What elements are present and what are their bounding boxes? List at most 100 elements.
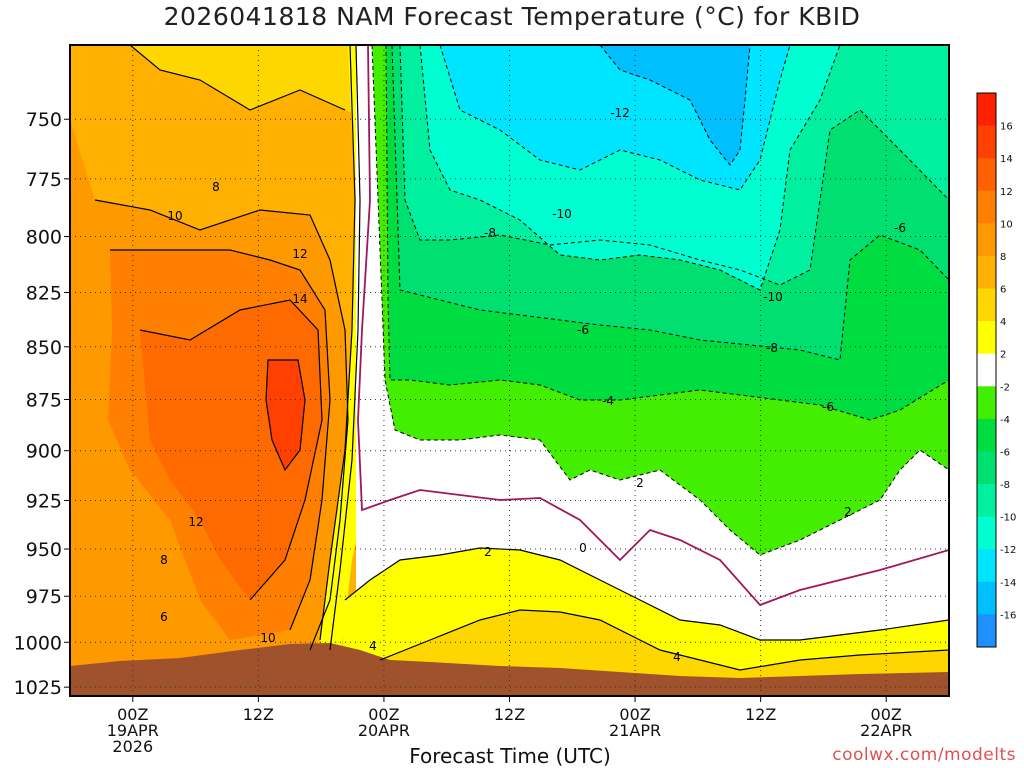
contour-front-1 <box>319 45 356 641</box>
colorbar-swatch <box>977 516 996 550</box>
contour-neg10 <box>419 45 841 291</box>
x-tick-label: 00Z <box>871 705 902 724</box>
contour-label: 8 <box>212 180 220 194</box>
contour-label: -10 <box>763 290 783 304</box>
contour-label: -10 <box>552 207 572 221</box>
x-tick-label: 2026 <box>112 737 153 756</box>
x-tick-label: 12Z <box>494 705 525 724</box>
y-tick-label: 800 <box>26 227 62 249</box>
contour-label: -12 <box>610 106 630 120</box>
chart-title: 2026041818 NAM Forecast Temperature (°C)… <box>163 2 861 31</box>
y-tick-label: 925 <box>26 491 62 513</box>
x-axis-label: Forecast Time (UTC) <box>409 744 611 768</box>
colorbar-swatch <box>977 158 996 192</box>
colorbar-swatch <box>977 353 996 387</box>
contour-label: -6 <box>822 400 834 414</box>
temperature-fill <box>70 45 949 696</box>
x-tick-label: 21APR <box>609 721 661 740</box>
x-tick-label: 12Z <box>745 705 776 724</box>
y-tick-label: 850 <box>26 337 62 359</box>
contour-label: 2 <box>484 545 492 559</box>
colorbar-swatch <box>977 321 996 355</box>
contour-neg12 <box>439 45 791 191</box>
contour-2 <box>344 547 949 641</box>
colorbar-swatch <box>977 223 996 257</box>
colorbar-label: 8 <box>1000 252 1006 263</box>
colorbar-label: -2 <box>1000 382 1010 393</box>
contour-warm-1 <box>94 199 349 651</box>
colorbar-swatch <box>977 386 996 420</box>
colorbar-swatch <box>977 581 996 615</box>
colorbar-swatch <box>977 418 996 452</box>
x-tick-label: 00Z <box>368 705 399 724</box>
contour-label: -8 <box>766 341 778 355</box>
y-tick-label: 775 <box>26 169 62 191</box>
contour-label: 14 <box>292 292 307 306</box>
contour-4 <box>379 609 949 671</box>
y-tick-label: 1025 <box>14 677 62 699</box>
contour-warm-4 <box>265 359 306 472</box>
y-tick-label: 950 <box>26 539 62 561</box>
colorbar-label: 16 <box>1000 122 1013 133</box>
contour-neg2 <box>371 45 949 556</box>
contour-label: 2 <box>844 505 852 519</box>
contour-label: 12 <box>188 515 203 529</box>
contour-label: 10 <box>167 209 182 223</box>
colorbar-label: -4 <box>1000 415 1010 426</box>
colorbar-swatch <box>977 549 996 583</box>
colorbar-swatch <box>977 190 996 224</box>
y-tick-label: 975 <box>26 586 62 608</box>
colorbar-swatch <box>977 484 996 518</box>
x-tick-label: 20APR <box>358 721 410 740</box>
colorbar-swatch <box>977 288 996 322</box>
y-tick-label: 825 <box>26 283 62 305</box>
contour-label: 2 <box>636 476 644 490</box>
contour-label: 12 <box>292 247 307 261</box>
x-tick-label: 12Z <box>243 705 274 724</box>
colorbar-label: -14 <box>1000 578 1016 589</box>
contour-neg4 <box>385 45 949 421</box>
x-tick-label: 19APR <box>107 721 159 740</box>
contour-label: 10 <box>260 631 275 645</box>
contour-front-2 <box>329 45 361 651</box>
contour-labels: 8 10 12 14 12 10 8 6 4 -12 -10 -10 -8 -8 -6 -6 -6 -4 2 2 2 0 4 <box>160 106 906 664</box>
y-tick-label: 1000 <box>14 632 62 654</box>
colorbar-swatch <box>977 93 996 127</box>
contour-label: -6 <box>894 221 906 235</box>
x-tick-label: 00Z <box>117 705 148 724</box>
warm-fill-light <box>130 45 370 120</box>
x-tick-label: 22APR <box>860 721 912 740</box>
colorbar-label: 12 <box>1000 187 1013 198</box>
contour-label: 4 <box>369 639 377 653</box>
warm-fill-red <box>266 360 305 470</box>
y-tick-label: 750 <box>26 109 62 131</box>
contour-label: -8 <box>484 226 496 240</box>
contour-label: 6 <box>160 610 168 624</box>
contour-neg8 <box>399 45 949 286</box>
contour-zero <box>357 45 949 607</box>
contour-label: -6 <box>577 323 589 337</box>
y-tick-label: 900 <box>26 441 62 463</box>
contour-label: 0 <box>579 541 587 555</box>
colorbar-swatch <box>977 255 996 290</box>
contour-warm-2 <box>110 249 331 631</box>
grid <box>70 45 949 696</box>
colorbar-label: 10 <box>1000 219 1013 230</box>
colorbar-label: -8 <box>1000 480 1010 491</box>
contour-lines <box>94 45 949 671</box>
contour-warm-3 <box>139 299 323 601</box>
colorbar-label: 6 <box>1000 285 1006 296</box>
colorbar-label: -6 <box>1000 447 1010 458</box>
contour-warm-5 <box>129 45 346 111</box>
colorbar-swatch <box>977 614 996 648</box>
contour-label: -4 <box>602 394 614 408</box>
colorbar-label: 14 <box>1000 154 1013 165</box>
x-tick-label: 00Z <box>619 705 650 724</box>
colorbar-label: -10 <box>1000 513 1016 524</box>
y-axis: 750 775 800 825 850 875 900 925 950 975 1000 1025 <box>14 109 70 699</box>
terrain <box>70 643 949 696</box>
colorbar-label: -16 <box>1000 610 1016 621</box>
y-tick-label: 875 <box>26 389 62 411</box>
